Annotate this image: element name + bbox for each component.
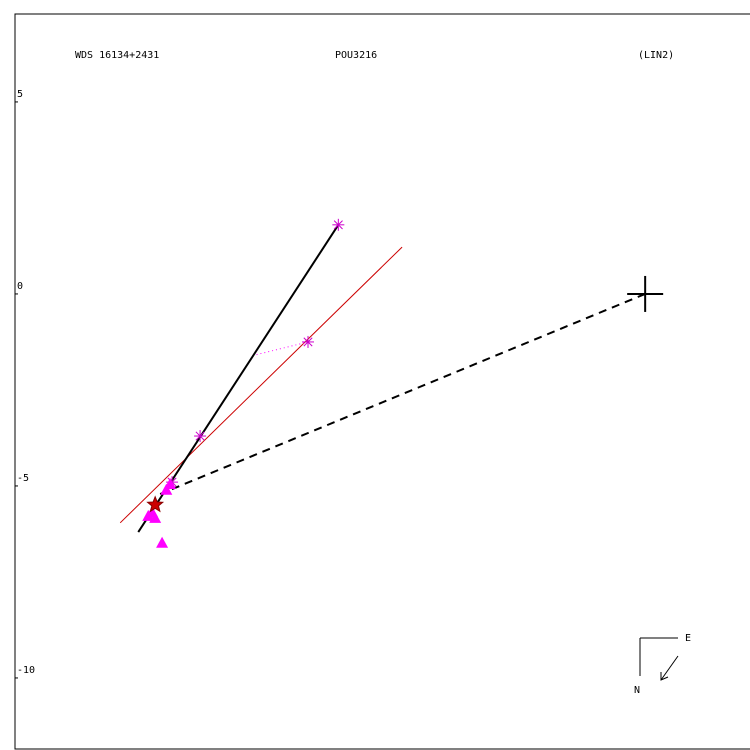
y-tick-label: 0 — [17, 281, 23, 292]
point — [160, 483, 173, 495]
title-right: (LIN2) — [638, 50, 674, 61]
point — [627, 275, 664, 312]
title-center: POU3216 — [335, 50, 377, 61]
title-left: WDS 16134+2431 — [75, 50, 159, 61]
star-shape — [146, 495, 165, 513]
point — [332, 218, 345, 231]
triangle-shape — [156, 536, 169, 548]
point — [194, 430, 207, 443]
point — [149, 511, 162, 523]
asterisk-stroke — [333, 220, 343, 230]
asterisk-stroke — [303, 337, 313, 347]
line — [254, 341, 309, 356]
triangle-shape — [160, 483, 173, 495]
triangle-shape — [149, 511, 162, 523]
y-tick-label: -5 — [17, 473, 29, 484]
point — [146, 495, 165, 513]
point — [156, 536, 169, 548]
compass-north: N — [634, 685, 640, 696]
compass-arrow-head — [660, 672, 669, 681]
y-tick-label: -10 — [17, 665, 35, 676]
line — [159, 293, 646, 495]
compass-east: E — [685, 633, 691, 644]
y-tick-label: 5 — [17, 89, 23, 100]
compass-arrow — [660, 655, 679, 681]
asterisk-stroke — [195, 431, 205, 441]
frame — [14, 13, 750, 750]
compass — [639, 637, 679, 681]
line — [119, 246, 403, 524]
point — [302, 335, 315, 348]
